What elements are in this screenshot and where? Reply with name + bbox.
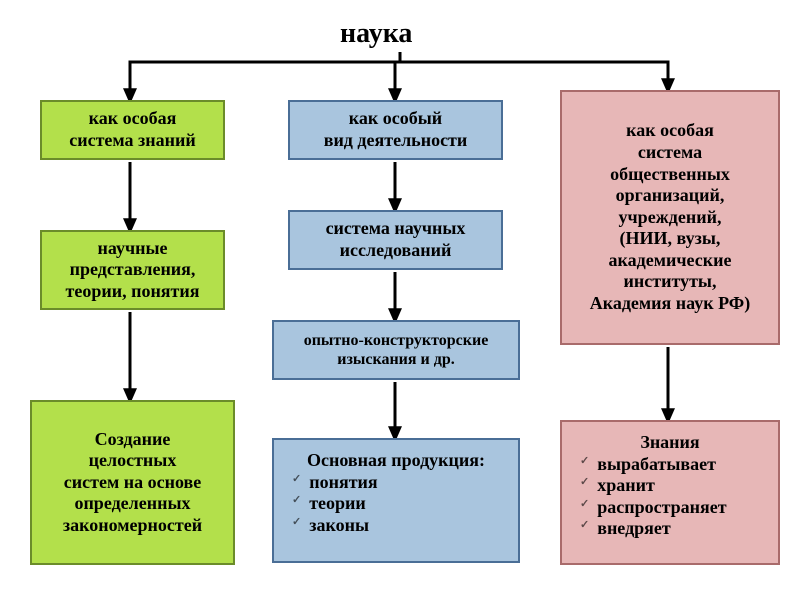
node-green3-line: закономерностей bbox=[63, 515, 202, 537]
node-blue4-bullet-text: понятия bbox=[309, 472, 377, 494]
node-blue1: как особыйвид деятельности bbox=[288, 100, 503, 160]
node-green2: научныепредставления,теории, понятия bbox=[40, 230, 225, 310]
node-pink1-line: как особая bbox=[626, 120, 714, 142]
node-green1-line: как особая bbox=[89, 108, 177, 130]
node-pink1-line: институты, bbox=[624, 271, 717, 293]
node-blue2: система научныхисследований bbox=[288, 210, 503, 270]
node-pink2-bullet: ✓ внедряет bbox=[572, 518, 671, 540]
node-green2-line: представления, bbox=[70, 259, 196, 281]
node-pink2: Знания✓вырабатывает✓хранит✓распространяе… bbox=[560, 420, 780, 565]
node-green3-line: целостных bbox=[89, 450, 177, 472]
check-icon: ✓ bbox=[580, 454, 589, 469]
node-blue4-bullet: ✓ законы bbox=[284, 515, 369, 537]
node-pink2-bullet-text: вырабатывает bbox=[597, 454, 716, 476]
check-icon: ✓ bbox=[292, 515, 301, 530]
node-pink2-heading: Знания bbox=[572, 432, 768, 454]
node-blue1-line: как особый bbox=[349, 108, 442, 130]
node-blue2-line: система научных bbox=[326, 218, 466, 240]
node-green1: как особаясистема знаний bbox=[40, 100, 225, 160]
node-pink1-line: организаций, bbox=[616, 185, 725, 207]
node-blue3-line: опытно-конструкторские bbox=[304, 331, 489, 350]
check-icon: ✓ bbox=[292, 493, 301, 508]
node-pink2-bullet: ✓ вырабатывает bbox=[572, 454, 716, 476]
node-pink1-line: (НИИ, вузы, bbox=[620, 228, 721, 250]
node-pink1-line: академические bbox=[609, 250, 732, 272]
node-blue4-bullet: ✓ понятия bbox=[284, 472, 378, 494]
edge-1 bbox=[395, 52, 400, 97]
node-blue4-heading: Основная продукция: bbox=[284, 450, 508, 472]
node-pink1-line: Академия наук РФ) bbox=[590, 293, 751, 315]
check-icon: ✓ bbox=[580, 475, 589, 490]
node-green3-line: систем на основе bbox=[64, 472, 201, 494]
check-icon: ✓ bbox=[292, 472, 301, 487]
node-pink1-line: учреждений, bbox=[619, 207, 722, 229]
node-pink2-bullet-text: внедряет bbox=[597, 518, 671, 540]
node-green2-line: научные bbox=[97, 238, 167, 260]
node-blue4-bullet-text: законы bbox=[309, 515, 369, 537]
node-blue3: опытно-конструкторскиеизыскания и др. bbox=[272, 320, 520, 380]
node-blue2-line: исследований bbox=[340, 240, 452, 262]
node-pink1-line: общественных bbox=[610, 164, 730, 186]
check-icon: ✓ bbox=[580, 497, 589, 512]
node-green3-line: Создание bbox=[95, 429, 171, 451]
node-pink2-bullet-text: хранит bbox=[597, 475, 655, 497]
check-icon: ✓ bbox=[580, 518, 589, 533]
edge-0 bbox=[130, 52, 400, 97]
diagram-title: наука bbox=[340, 18, 412, 50]
node-pink2-bullet: ✓ хранит bbox=[572, 475, 655, 497]
node-green3: Созданиецелостныхсистем на основеопредел… bbox=[30, 400, 235, 565]
node-blue4-bullet: ✓ теории bbox=[284, 493, 366, 515]
diagram-canvas: наука как особаясистема знанийнаучныепре… bbox=[0, 0, 800, 600]
node-pink1-line: система bbox=[638, 142, 702, 164]
node-blue4-bullet-text: теории bbox=[309, 493, 366, 515]
node-green1-line: система знаний bbox=[69, 130, 196, 152]
node-pink2-bullet: ✓ распространяет bbox=[572, 497, 727, 519]
node-blue1-line: вид деятельности bbox=[324, 130, 468, 152]
node-pink2-bullet-text: распространяет bbox=[597, 497, 726, 519]
node-green3-line: определенных bbox=[74, 493, 190, 515]
node-pink1: как особаясистемаобщественныхорганизаций… bbox=[560, 90, 780, 345]
node-blue4: Основная продукция:✓понятия✓теории✓закон… bbox=[272, 438, 520, 563]
node-blue3-line: изыскания и др. bbox=[337, 350, 455, 369]
edge-2 bbox=[400, 52, 668, 87]
node-green2-line: теории, понятия bbox=[65, 281, 199, 303]
